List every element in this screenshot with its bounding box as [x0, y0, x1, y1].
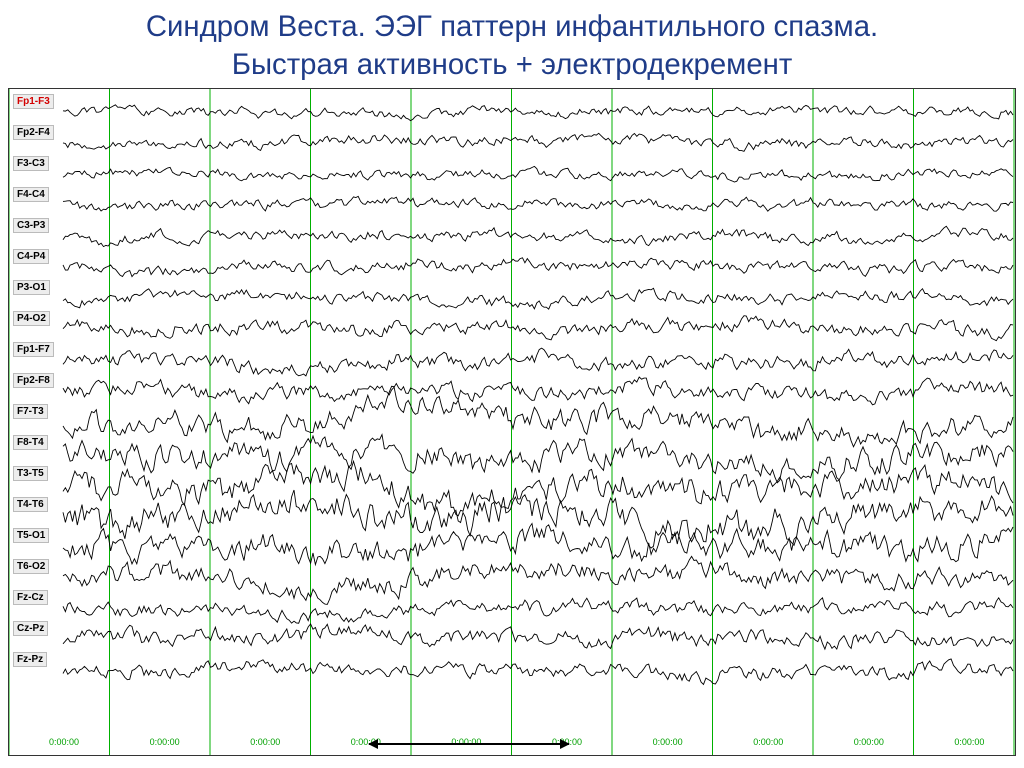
channel-label: Cz-Pz	[13, 621, 48, 636]
title-line-2: Быстрая активность + электродекремент	[40, 46, 984, 84]
eeg-trace	[63, 377, 1013, 405]
channel-label: F8-T4	[13, 435, 48, 450]
eeg-trace	[63, 134, 1013, 152]
eeg-trace	[63, 105, 1013, 121]
channel-label: F4-C4	[13, 187, 49, 202]
channel-label: Fp2-F8	[13, 373, 54, 388]
title-line-1: Синдром Веста. ЭЭГ паттерн инфантильного…	[40, 8, 984, 46]
timestamp-label: 0:00:00	[954, 737, 984, 747]
channel-label: Fp1-F3	[13, 94, 54, 109]
timestamp-label: 0:00:00	[250, 737, 280, 747]
channel-label: C3-P3	[13, 218, 49, 233]
eeg-trace	[63, 598, 1013, 623]
channel-label: Fp2-F4	[13, 125, 54, 140]
channel-label: C4-P4	[13, 249, 49, 264]
eeg-trace	[63, 167, 1013, 183]
eeg-trace	[63, 387, 1013, 448]
eeg-trace	[63, 258, 1013, 277]
eeg-plot-area: Fp1-F3 Fp2-F4 F3-C3 F4-C4 C3-P3 C4-P4 P3-O1 P4-…	[8, 88, 1016, 756]
channel-label: T4-T6	[13, 497, 48, 512]
eeg-trace	[63, 524, 1013, 565]
channel-label: F7-T3	[13, 404, 48, 419]
channel-label: T5-O1	[13, 528, 49, 543]
eeg-trace	[63, 348, 1013, 376]
interval-arrow	[369, 743, 569, 745]
eeg-trace	[63, 490, 1013, 548]
eeg-trace	[63, 197, 1013, 212]
eeg-trace	[63, 435, 1013, 483]
channel-label: Fp1-F7	[13, 342, 54, 357]
eeg-trace	[63, 659, 1013, 684]
eeg-trace	[63, 316, 1013, 341]
eeg-traces	[9, 89, 1015, 755]
eeg-trace	[63, 557, 1013, 605]
channel-label: T6-O2	[13, 559, 49, 574]
eeg-trace	[63, 289, 1013, 310]
timestamp-label: 0:00:00	[653, 737, 683, 747]
timestamp-label: 0:00:00	[150, 737, 180, 747]
timestamp-label: 0:00:00	[753, 737, 783, 747]
timestamp-label: 0:00:00	[49, 737, 79, 747]
eeg-trace	[63, 227, 1013, 247]
channel-label: Fz-Cz	[13, 590, 48, 605]
channel-label: F3-C3	[13, 156, 49, 171]
channel-label: T3-T5	[13, 466, 48, 481]
eeg-trace	[63, 624, 1013, 649]
channel-label: P3-O1	[13, 280, 50, 295]
timestamp-label: 0:00:00	[854, 737, 884, 747]
channel-label: P4-O2	[13, 311, 50, 326]
timestamp-label: 0:00:00	[451, 737, 481, 747]
channel-label: Fz-Pz	[13, 652, 47, 667]
